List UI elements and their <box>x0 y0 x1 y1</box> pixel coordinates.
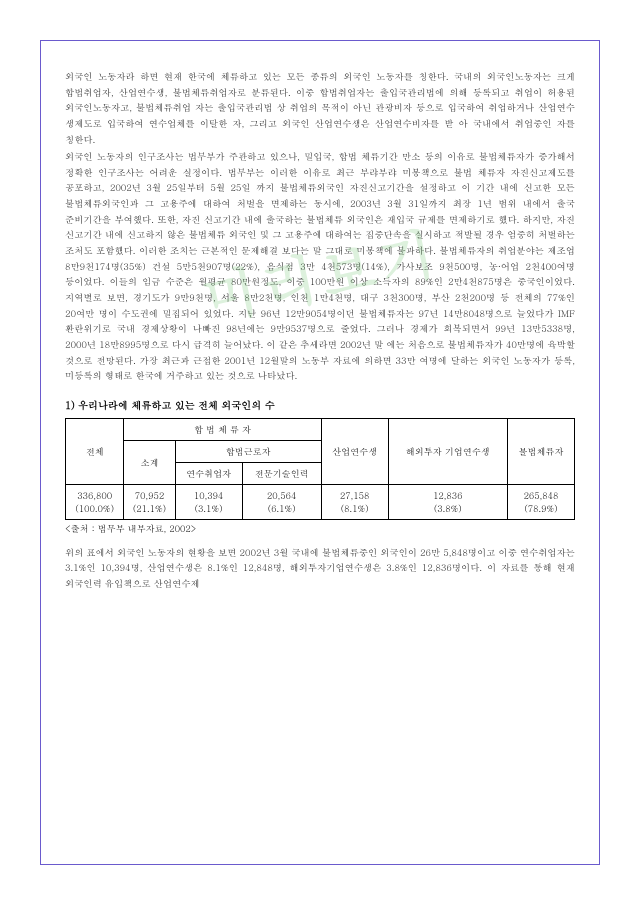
col-illegal: 불법체류자 <box>507 418 574 484</box>
cell-pro: 20,564(6.1%) <box>242 484 321 519</box>
paragraph-2: 외국인 노동자의 인구조사는 법무부가 주관하고 있으나, 밀입국, 합법 체류… <box>65 149 575 384</box>
cell-ill: 265,848(78.9%) <box>507 484 574 519</box>
table-source: <출처 : 법무부 내부자료, 2002> <box>65 522 575 535</box>
cell-ov: 12,836(3.8%) <box>388 484 507 519</box>
foreigner-stats-table: 전체 합 법 체 류 자 산업연수생 해외투자 기업연수생 불법체류자 소계 합… <box>65 418 575 520</box>
col-industrial: 산업연수생 <box>321 418 388 484</box>
col-total: 전체 <box>66 418 124 484</box>
col-legal-group: 합 법 체 류 자 <box>124 418 321 440</box>
section-1-title: 1) 우리나라에 체류하고 있는 전체 외국인의 수 <box>65 398 575 412</box>
cell-subtotal: 70,952(21.1%) <box>124 484 175 519</box>
cell-total: 336,800(100.0%) <box>66 484 124 519</box>
table-data-row: 336,800(100.0%) 70,952(21.1%) 10,394(3.1… <box>66 484 575 519</box>
col-overseas-inv: 해외투자 기업연수생 <box>388 418 507 484</box>
paragraph-1: 외국인 노동자라 하면 현재 한국에 체류하고 있는 모든 종류의 외국인 노동… <box>65 69 575 147</box>
col-pro-tech: 전문기술인력 <box>242 462 321 484</box>
table-header-row-1: 전체 합 법 체 류 자 산업연수생 해외투자 기업연수생 불법체류자 <box>66 418 575 440</box>
col-legal-worker: 합법근로자 <box>175 440 321 462</box>
cell-ind: 27,158(8.1%) <box>321 484 388 519</box>
col-trainee-emp: 연수취업자 <box>175 462 242 484</box>
paragraph-3: 위의 표에서 외국인 노동자의 현황을 보면 2002년 3월 국내에 불법체류… <box>65 545 575 592</box>
col-subtotal: 소계 <box>124 440 175 484</box>
cell-trainee: 10,394(3.1%) <box>175 484 242 519</box>
page-frame: 외국인 노동자라 하면 현재 한국에 체류하고 있는 모든 종류의 외국인 노동… <box>40 40 600 865</box>
